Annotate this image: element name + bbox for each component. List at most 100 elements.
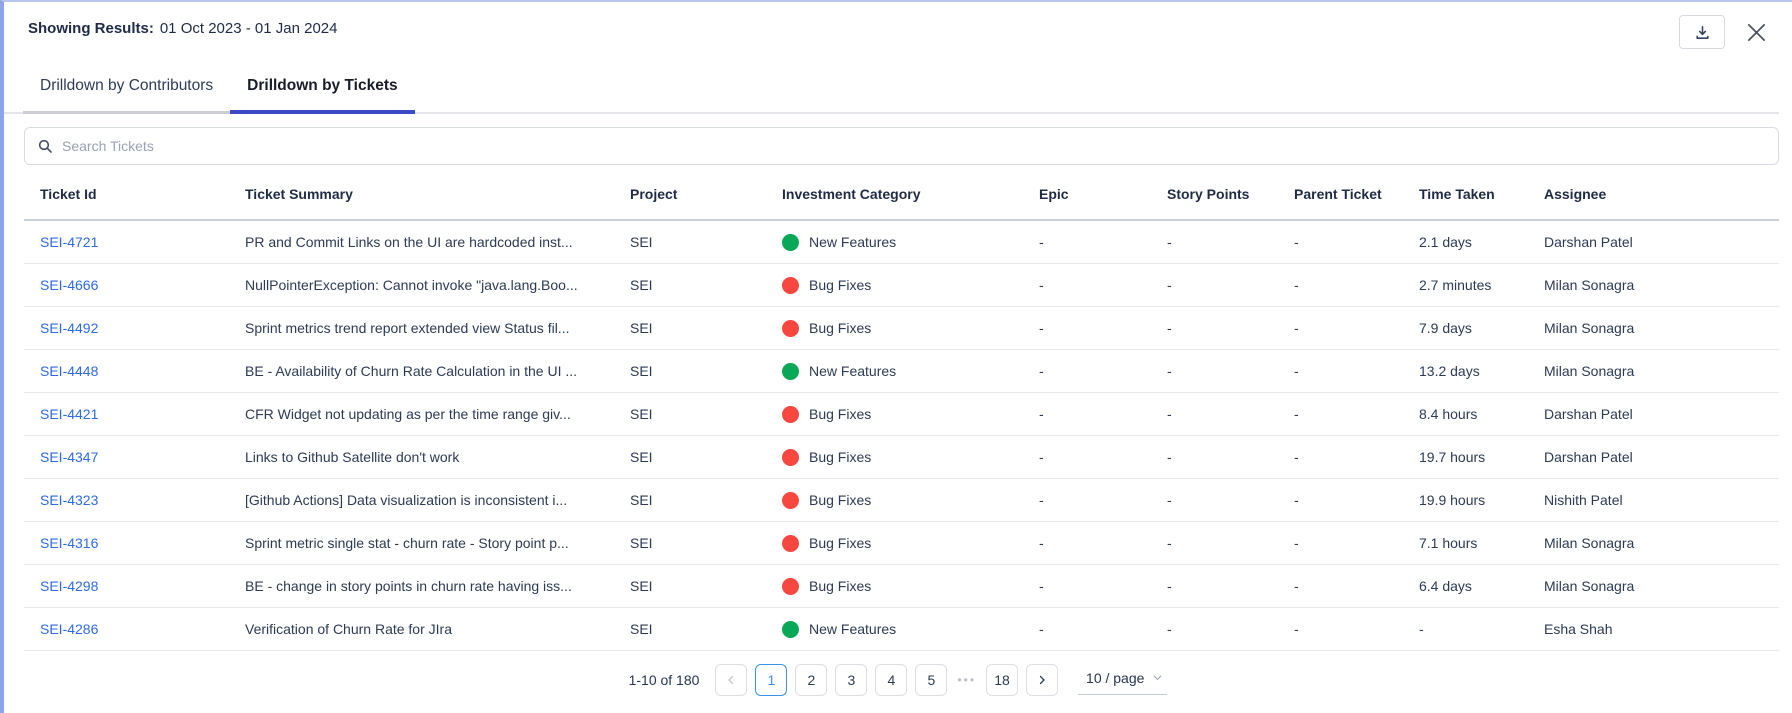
- pagination-page-button-4[interactable]: 4: [875, 664, 908, 696]
- category-dot: [782, 620, 799, 638]
- project-cell: SEI: [630, 234, 653, 250]
- category-dot: [782, 276, 799, 294]
- ticket-id-link[interactable]: SEI-4721: [40, 234, 99, 250]
- category-dot: [782, 362, 799, 380]
- investment-category-cell: New Features: [782, 620, 1039, 638]
- ticket-id-link[interactable]: SEI-4298: [40, 578, 99, 594]
- investment-category-cell: New Features: [782, 362, 1039, 380]
- investment-category-cell: Bug Fixes: [782, 577, 1039, 595]
- parent-ticket-cell: -: [1294, 320, 1299, 336]
- parent-ticket-cell: -: [1294, 578, 1299, 594]
- project-cell: SEI: [630, 363, 653, 379]
- ticket-id-link[interactable]: SEI-4316: [40, 535, 99, 551]
- showing-results: Showing Results: 01 Oct 2023 - 01 Jan 202…: [28, 15, 337, 37]
- category-dot: [782, 577, 799, 595]
- chevron-down-icon: [1152, 672, 1163, 683]
- ticket-summary-cell: NullPointerException: Cannot invoke "jav…: [245, 277, 578, 293]
- project-cell: SEI: [630, 578, 653, 594]
- column-header-epic: Epic: [1039, 186, 1069, 202]
- assignee-cell: Milan Sonagra: [1544, 277, 1635, 293]
- project-cell: SEI: [630, 621, 653, 637]
- story-points-cell: -: [1167, 578, 1172, 594]
- ticket-id-link[interactable]: SEI-4347: [40, 449, 99, 465]
- column-header-project: Project: [630, 186, 678, 202]
- pagination-ellipsis[interactable]: •••: [957, 673, 977, 687]
- search-box[interactable]: [24, 127, 1779, 165]
- download-icon: [1694, 24, 1711, 41]
- tab-drilldown-by-contributors[interactable]: Drilldown by Contributors: [23, 65, 231, 114]
- table-row: SEI-4721 PR and Commit Links on the UI a…: [24, 221, 1779, 264]
- investment-category-cell: New Features: [782, 233, 1039, 251]
- ticket-id-cell: SEI-4448: [40, 363, 245, 379]
- pagination-prev-button[interactable]: [715, 664, 748, 696]
- column-header-ticket-summary: Ticket Summary: [245, 186, 353, 202]
- column-header-assignee: Assignee: [1544, 186, 1607, 202]
- ticket-id-link[interactable]: SEI-4421: [40, 406, 99, 422]
- assignee-cell: Milan Sonagra: [1544, 363, 1635, 379]
- ticket-id-link[interactable]: SEI-4666: [40, 277, 99, 293]
- table-row: SEI-4492 Sprint metrics trend report ext…: [24, 307, 1779, 350]
- topbar: Showing Results: 01 Oct 2023 - 01 Jan 202…: [4, 2, 1792, 55]
- ticket-summary-cell: Verification of Churn Rate for JIra: [245, 621, 452, 637]
- category-dot: [782, 233, 799, 251]
- ticket-id-cell: SEI-4316: [40, 535, 245, 551]
- pagination-page-button-2[interactable]: 2: [795, 664, 828, 696]
- ticket-summary-cell: Sprint metrics trend report extended vie…: [245, 320, 570, 336]
- ticket-id-link[interactable]: SEI-4286: [40, 621, 99, 637]
- story-points-cell: -: [1167, 363, 1172, 379]
- tab-drilldown-by-tickets[interactable]: Drilldown by Tickets: [230, 65, 415, 114]
- ticket-summary-cell: CFR Widget not updating as per the time …: [245, 406, 571, 422]
- ticket-id-cell: SEI-4721: [40, 234, 245, 250]
- category-label: New Features: [809, 621, 897, 637]
- category-label: Bug Fixes: [809, 406, 872, 422]
- epic-cell: -: [1039, 320, 1044, 336]
- pagination-page-button-18[interactable]: 18: [986, 664, 1019, 696]
- assignee-cell: Nishith Patel: [1544, 492, 1623, 508]
- epic-cell: -: [1039, 621, 1044, 637]
- time-taken-cell: 19.9 hours: [1419, 492, 1486, 508]
- story-points-cell: -: [1167, 320, 1172, 336]
- project-cell: SEI: [630, 492, 653, 508]
- parent-ticket-cell: -: [1294, 277, 1299, 293]
- story-points-cell: -: [1167, 492, 1172, 508]
- investment-category-cell: Bug Fixes: [782, 534, 1039, 552]
- assignee-cell: Esha Shah: [1544, 621, 1613, 637]
- pagination-page-button-5[interactable]: 5: [915, 664, 948, 696]
- column-header-time-taken: Time Taken: [1419, 186, 1495, 202]
- investment-category-cell: Bug Fixes: [782, 491, 1039, 509]
- ticket-id-link[interactable]: SEI-4492: [40, 320, 99, 336]
- ticket-id-cell: SEI-4323: [40, 492, 245, 508]
- assignee-cell: Milan Sonagra: [1544, 320, 1635, 336]
- category-label: Bug Fixes: [809, 320, 872, 336]
- epic-cell: -: [1039, 492, 1044, 508]
- epic-cell: -: [1039, 578, 1044, 594]
- ticket-id-cell: SEI-4347: [40, 449, 245, 465]
- download-button[interactable]: [1679, 15, 1725, 49]
- ticket-id-link[interactable]: SEI-4448: [40, 363, 99, 379]
- time-taken-cell: 7.9 days: [1419, 320, 1472, 336]
- search-input[interactable]: [62, 138, 1766, 154]
- story-points-cell: -: [1167, 406, 1172, 422]
- table-header-row: Ticket Id Ticket Summary Project Investment…: [24, 169, 1779, 221]
- time-taken-cell: 6.4 days: [1419, 578, 1472, 594]
- pagination-next-button[interactable]: [1026, 664, 1059, 696]
- parent-ticket-cell: -: [1294, 406, 1299, 422]
- assignee-cell: Darshan Patel: [1544, 406, 1633, 422]
- project-cell: SEI: [630, 406, 653, 422]
- table-row: SEI-4666 NullPointerException: Cannot in…: [24, 264, 1779, 307]
- table-row: SEI-4298 BE - change in story points in …: [24, 565, 1779, 608]
- close-button[interactable]: [1743, 19, 1770, 46]
- pagination-page-button-1[interactable]: 1: [755, 664, 788, 696]
- parent-ticket-cell: -: [1294, 492, 1299, 508]
- ticket-summary-cell: BE - change in story points in churn rat…: [245, 578, 572, 594]
- pagination-page-button-3[interactable]: 3: [835, 664, 868, 696]
- page-size-select[interactable]: 10 / page: [1078, 666, 1168, 695]
- ticket-id-cell: SEI-4421: [40, 406, 245, 422]
- project-cell: SEI: [630, 535, 653, 551]
- project-cell: SEI: [630, 320, 653, 336]
- pagination: 1-10 of 180 1 2 3 4 5 ••• 18 10 / page: [4, 664, 1792, 696]
- tab-bar: Drilldown by Contributors Drilldown by T…: [4, 65, 1792, 114]
- parent-ticket-cell: -: [1294, 449, 1299, 465]
- ticket-id-link[interactable]: SEI-4323: [40, 492, 99, 508]
